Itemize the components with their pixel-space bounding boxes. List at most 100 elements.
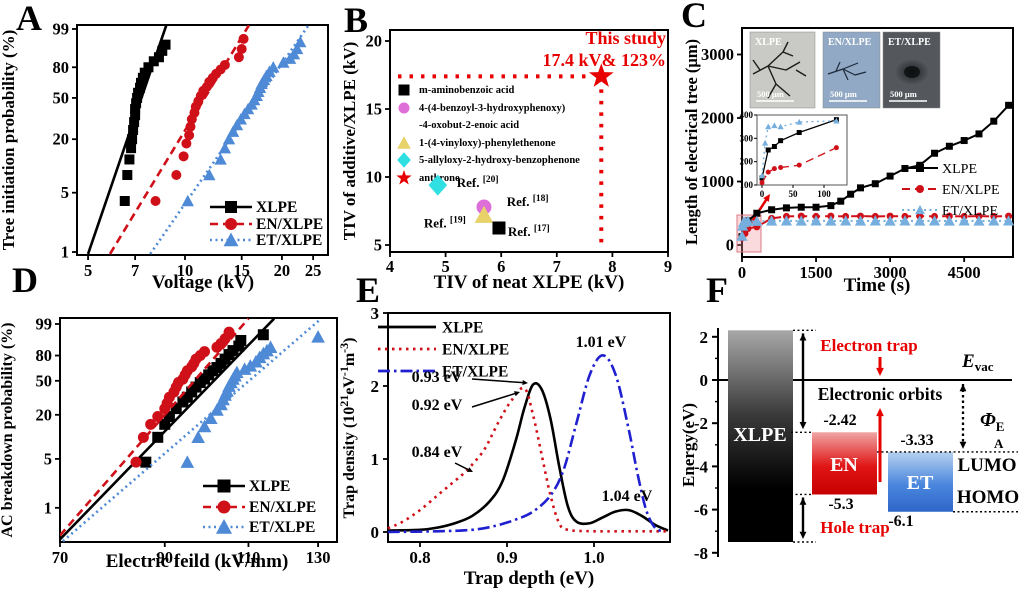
panel-f-letter: F [706, 270, 728, 310]
panel-b: 4 5 6 7 8 9 5 10 15 20 TIV of neat XLPE (kV) TIV of… [340, 0, 680, 300]
svg-text:XLPE: XLPE [755, 37, 782, 48]
panel-e: 0.8 0.9 1.0 0 1 2 3 Trap depth (eV) Trap density… [340, 295, 680, 605]
svg-text:3000: 3000 [701, 45, 734, 64]
svg-text:9: 9 [664, 257, 672, 276]
svg-text:EN/XLPE: EN/XLPE [828, 37, 872, 48]
svg-text:Voltage (kV): Voltage (kV) [152, 272, 254, 293]
svg-text:Time (s): Time (s) [844, 275, 911, 296]
svg-text:1: 1 [371, 450, 380, 469]
svg-text:XLPE: XLPE [442, 320, 483, 337]
svg-text:-2.42: -2.42 [823, 412, 856, 429]
svg-text:500 μm: 500 μm [757, 89, 784, 99]
svg-text:0: 0 [726, 236, 734, 255]
svg-text:This study: This study [585, 28, 666, 48]
svg-text:3000: 3000 [874, 263, 907, 282]
svg-text:-4-oxobut-2-enoic acid: -4-oxobut-2-enoic acid [419, 120, 519, 131]
svg-text:5: 5 [441, 257, 449, 276]
panel-a: 5 7 10 15 20 25 1 5 20 50 80 99 Voltage (kV) Tree ini… [0, 0, 340, 300]
svg-text:20: 20 [366, 32, 383, 51]
micrographs: XLPE 500 μm EN/XLPE 500 μm ET/XLPE 500 μm [749, 31, 941, 109]
svg-text:90: 90 [157, 548, 174, 567]
svg-text:80: 80 [36, 346, 53, 365]
svg-text:1: 1 [61, 243, 69, 262]
svg-text:80: 80 [53, 58, 70, 77]
legend-D: XLPE EN/XLPE ET/XLPE [203, 478, 316, 536]
svg-text:-4: -4 [694, 457, 709, 476]
svg-text:Length of electrical tree (μm): Length of electrical tree (μm) [682, 39, 701, 245]
svg-text:0.93 eV: 0.93 eV [412, 369, 463, 386]
svg-text:50: 50 [53, 88, 70, 107]
svg-text:1: 1 [44, 498, 52, 517]
band-EN [812, 432, 877, 495]
svg-text:ET/XLPE: ET/XLPE [249, 519, 315, 536]
legend-B: m-aminobenzoic acid 4-(4-benzoyl-3-hydrox… [396, 84, 580, 185]
svg-text:ET/XLPE: ET/XLPE [256, 232, 322, 249]
micrograph-1 [822, 31, 881, 109]
plot-D: 70 90 110 130 1 5 20 50 80 99 Electric feild (kV/m… [0, 314, 338, 572]
svg-text:4500: 4500 [948, 263, 981, 282]
svg-text:7: 7 [553, 257, 561, 276]
svg-text:Energy(eV): Energy(eV) [680, 403, 698, 487]
svg-text:TIV of neat XLPE (kV): TIV of neat XLPE (kV) [434, 272, 625, 293]
svg-text:50: 50 [36, 371, 53, 390]
svg-text:130: 130 [306, 548, 331, 567]
panel-c: 0 1500 3000 4500 0 1000 2000 3000 Time (s) Length… [680, 0, 1024, 300]
svg-text:1.04 eV: 1.04 eV [602, 488, 653, 505]
svg-text:Evac: Evac [961, 351, 994, 374]
svg-text:XLPE: XLPE [256, 199, 297, 216]
svg-text:Ref. [19]: Ref. [19] [424, 216, 466, 231]
svg-text:110: 110 [237, 548, 261, 567]
svg-text:AC breakdown probability (%): AC breakdown probability (%) [0, 323, 16, 538]
svg-text:ET/XLPE: ET/XLPE [942, 204, 998, 219]
svg-text:-3.33: -3.33 [900, 432, 933, 449]
svg-text:EN: EN [830, 454, 858, 476]
band-ET [888, 451, 953, 512]
svg-text:5: 5 [84, 261, 92, 280]
svg-text:Electronic orbits: Electronic orbits [818, 384, 943, 404]
svg-text:ET/XLPE: ET/XLPE [888, 37, 931, 48]
panel-f-chart: 2 0 -2 -4 -6 -8 Energy(eV) XLPE EN ET Electron tra… [680, 328, 1019, 563]
svg-text:50: 50 [789, 189, 799, 199]
svg-text:1-(4-vinyloxy)-phenylethenone: 1-(4-vinyloxy)-phenylethenone [419, 138, 556, 149]
svg-text:XLPE: XLPE [249, 478, 290, 495]
svg-text:Ref. [18]: Ref. [18] [507, 194, 549, 209]
svg-text:m-aminobenzoic acid: m-aminobenzoic acid [419, 85, 515, 96]
svg-text:1000: 1000 [701, 172, 734, 191]
svg-text:2: 2 [371, 377, 380, 396]
svg-text:99: 99 [36, 314, 53, 333]
svg-text:15: 15 [366, 100, 383, 119]
svg-text:0.92 eV: 0.92 eV [412, 397, 463, 414]
svg-text:0: 0 [371, 523, 380, 542]
svg-text:TIV of additive/XLPE (kV): TIV of additive/XLPE (kV) [340, 42, 359, 241]
svg-text:100: 100 [817, 189, 831, 199]
svg-text:1500: 1500 [800, 263, 833, 282]
svg-text:500 μm: 500 μm [890, 89, 917, 99]
panel-c-letter: C [681, 0, 707, 35]
svg-text:8: 8 [608, 257, 616, 276]
panel-e-chart: 0.8 0.9 1.0 0 1 2 3 Trap depth (eV) Trap density… [340, 304, 671, 589]
svg-text:5-allyloxy-2-hydroxy-benzophen: 5-allyloxy-2-hydroxy-benzophenone [419, 155, 580, 166]
svg-text:20: 20 [53, 130, 70, 149]
panel-a-letter: A [16, 0, 42, 38]
svg-text:5: 5 [374, 236, 382, 255]
svg-text:17.4 kV& 123%: 17.4 kV& 123% [542, 50, 666, 70]
panel-e-letter: E [356, 270, 381, 310]
svg-text:25: 25 [305, 261, 322, 280]
svg-text:0.9: 0.9 [496, 548, 517, 567]
svg-text:100: 100 [740, 180, 754, 190]
svg-text:500 μm: 500 μm [830, 89, 857, 99]
svg-text:-6.1: -6.1 [888, 513, 913, 530]
svg-text:1.0: 1.0 [583, 548, 604, 567]
svg-text:10: 10 [177, 261, 194, 280]
legend-E: XLPE EN/XLPE ET/XLPE [378, 320, 509, 381]
panel-b-letter: B [344, 0, 369, 40]
panel-f: 2 0 -2 -4 -6 -8 Energy(eV) XLPE EN ET Electron tra… [680, 295, 1024, 605]
svg-text:5: 5 [61, 183, 69, 202]
